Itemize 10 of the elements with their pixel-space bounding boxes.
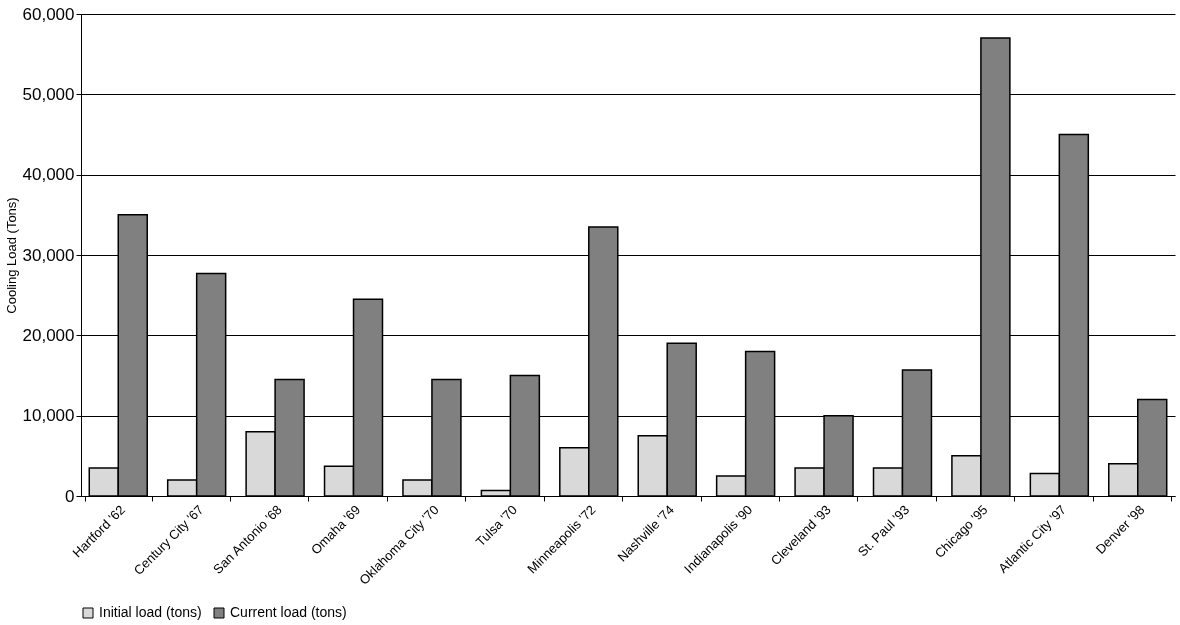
- legend-label: Current load (tons): [230, 604, 347, 620]
- y-tick-label: 60,000: [22, 4, 75, 24]
- legend-label: Initial load (tons): [99, 604, 202, 620]
- y-tick-label: 40,000: [22, 165, 75, 185]
- y-tick-label: 0: [65, 486, 75, 506]
- y-axis-title: Cooling Load (Tons): [3, 197, 19, 314]
- y-tick-label: 30,000: [22, 245, 75, 265]
- y-tick-label: 10,000: [22, 406, 75, 426]
- y-tick-label: 20,000: [22, 325, 75, 345]
- y-tick-label: 50,000: [22, 84, 75, 104]
